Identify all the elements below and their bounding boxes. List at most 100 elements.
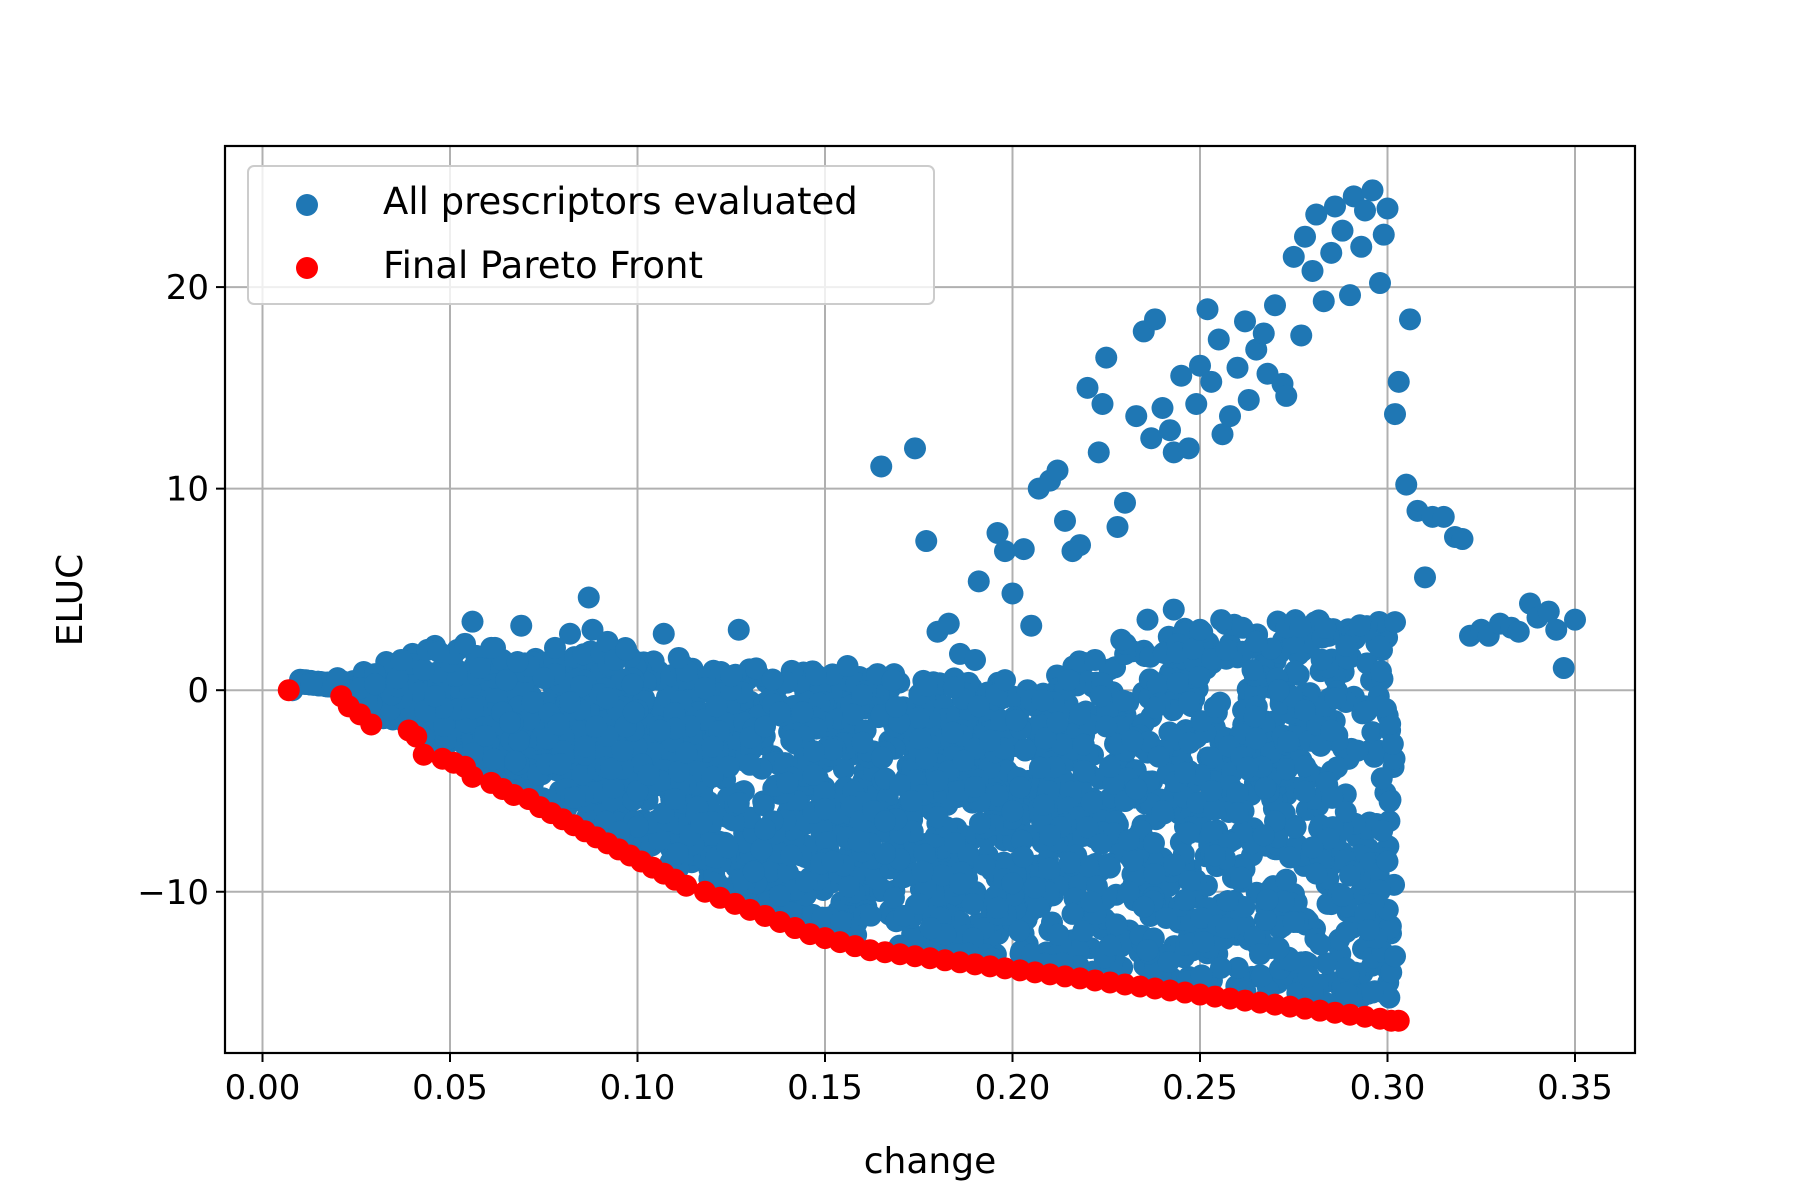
prescriptor-point — [1252, 322, 1275, 345]
prescriptor-point — [1114, 491, 1136, 514]
prescriptor-point — [1099, 934, 1122, 957]
prescriptor-point — [1178, 690, 1201, 713]
prescriptor-point — [1143, 863, 1166, 886]
pareto-point — [1387, 1009, 1410, 1032]
prescriptor-point — [454, 632, 476, 655]
prescriptor-point — [461, 610, 484, 633]
prescriptor-point — [1282, 245, 1305, 268]
prescriptor-point — [1200, 821, 1223, 844]
prescriptor-point — [521, 691, 544, 714]
prescriptor-point — [847, 830, 870, 853]
prescriptor-point — [1414, 566, 1436, 589]
prescriptor-point — [1159, 419, 1181, 442]
prescriptor-point — [1068, 650, 1091, 673]
series-pareto-front — [277, 679, 1410, 1032]
prescriptor-point — [882, 886, 905, 909]
prescriptor-point — [559, 691, 581, 714]
prescriptor-point — [968, 812, 991, 835]
x-tick-label: 0.05 — [412, 1068, 488, 1108]
prescriptor-point — [1301, 259, 1324, 282]
prescriptor-point — [911, 860, 934, 883]
prescriptor-point — [1046, 711, 1069, 734]
prescriptor-point — [1031, 689, 1054, 712]
prescriptor-point — [581, 618, 604, 641]
prescriptor-point — [1084, 648, 1106, 671]
prescriptor-point — [1384, 403, 1406, 426]
prescriptor-point — [1012, 538, 1035, 561]
prescriptor-point — [1432, 505, 1455, 528]
prescriptor-point — [1231, 616, 1254, 639]
prescriptor-point — [1076, 376, 1099, 399]
prescriptor-point — [780, 729, 803, 752]
prescriptor-point — [1157, 951, 1180, 974]
prescriptor-point — [802, 763, 825, 786]
prescriptor-point — [1061, 902, 1084, 925]
prescriptor-point — [1252, 824, 1275, 847]
prescriptor-point — [943, 832, 966, 855]
prescriptor-point — [1249, 943, 1271, 966]
prescriptor-point — [813, 781, 836, 804]
prescriptor-point — [979, 729, 1001, 752]
prescriptor-point — [664, 788, 686, 811]
prescriptor-point — [433, 714, 456, 737]
prescriptor-point — [870, 455, 893, 478]
prescriptor-point — [1069, 534, 1091, 557]
prescriptor-point — [820, 738, 843, 761]
prescriptor-point — [1381, 732, 1404, 755]
prescriptor-point — [667, 646, 690, 669]
prescriptor-point — [900, 790, 923, 813]
prescriptor-point — [814, 798, 836, 821]
prescriptor-point — [1350, 235, 1373, 258]
y-tick-label: 0 — [187, 671, 209, 711]
prescriptor-point — [1279, 846, 1301, 869]
prescriptor-point — [994, 540, 1016, 563]
prescriptor-point — [570, 675, 593, 698]
x-tick-label: 0.30 — [1350, 1068, 1426, 1108]
prescriptor-point — [1089, 685, 1112, 708]
prescriptor-point — [1069, 703, 1091, 726]
prescriptor-point — [1032, 793, 1055, 816]
prescriptor-point — [1564, 608, 1586, 631]
prescriptor-point — [1182, 637, 1205, 660]
prescriptor-point — [1009, 776, 1032, 799]
prescriptor-point — [836, 655, 859, 678]
prescriptor-point — [600, 757, 623, 780]
prescriptor-point — [690, 812, 713, 835]
prescriptor-point — [926, 806, 949, 829]
prescriptor-point — [1312, 290, 1335, 313]
prescriptor-point — [1317, 827, 1340, 850]
prescriptor-point — [761, 668, 784, 691]
prescriptor-point — [915, 530, 938, 553]
prescriptor-point — [326, 667, 349, 690]
plot-area-frame — [223, 144, 1637, 1055]
prescriptor-point — [1110, 628, 1133, 651]
prescriptor-point — [1140, 427, 1163, 450]
prescriptor-point — [1361, 721, 1384, 744]
prescriptor-point — [717, 755, 740, 778]
prescriptor-point — [716, 836, 739, 859]
prescriptor-point — [547, 713, 570, 736]
prescriptor-point — [727, 618, 750, 641]
prescriptor-point — [1305, 862, 1328, 885]
prescriptor-point — [1309, 933, 1331, 956]
prescriptor-point — [885, 695, 908, 718]
prescriptor-point — [1294, 699, 1316, 722]
prescriptor-point — [1028, 756, 1051, 779]
prescriptor-point — [1383, 611, 1406, 634]
prescriptor-point — [994, 669, 1016, 692]
prescriptor-point — [499, 711, 521, 734]
prescriptor-point — [1324, 195, 1346, 218]
prescriptor-point — [1254, 776, 1277, 799]
prescriptor-point — [754, 818, 776, 841]
prescriptor-point — [745, 657, 768, 680]
prescriptor-point — [1301, 836, 1324, 859]
prescriptor-point — [1204, 844, 1226, 867]
prescriptor-point — [909, 727, 932, 750]
prescriptor-point — [926, 769, 949, 792]
prescriptor-point — [851, 731, 874, 754]
prescriptor-point — [1236, 756, 1259, 779]
prescriptor-point — [1012, 845, 1035, 868]
prescriptor-point — [622, 701, 645, 724]
prescriptor-point — [1335, 921, 1358, 944]
